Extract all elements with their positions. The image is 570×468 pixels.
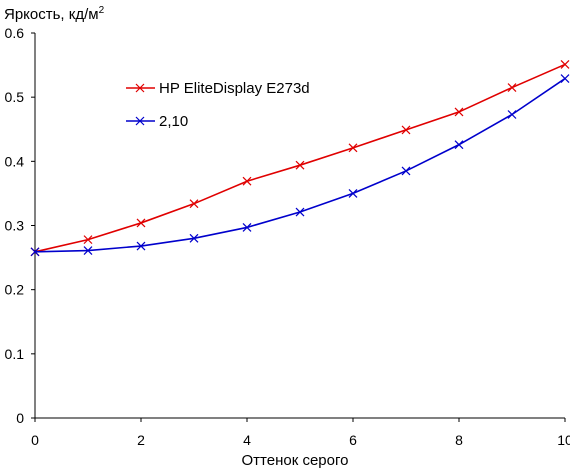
data-point [401, 125, 411, 135]
data-point [136, 218, 146, 228]
legend-marker [135, 83, 145, 93]
data-point [136, 241, 146, 251]
data-point [401, 166, 411, 176]
x-tick-label: 2 [137, 432, 145, 448]
data-point [507, 110, 517, 119]
x-tick-label: 6 [349, 432, 357, 448]
data-point [560, 74, 570, 83]
y-tick-label: 0.5 [5, 89, 25, 105]
y-axis-label: Яркость, кд/м [4, 6, 99, 23]
data-point [295, 160, 305, 170]
data-point [560, 60, 570, 69]
data-point [454, 140, 464, 150]
legend: HP EliteDisplay E273d 2,10 [126, 80, 310, 130]
y-axis-label-superscript: 2 [99, 5, 105, 16]
legend-marker [135, 116, 145, 126]
data-point [348, 188, 358, 198]
y-tick-label: 0.6 [5, 25, 25, 41]
data-point [189, 199, 199, 209]
x-axis-label: Оттенок серого [242, 452, 349, 468]
y-axis-title: Яркость, кд/м2 [4, 5, 105, 23]
legend-label: HP EliteDisplay E273d [159, 80, 310, 97]
data-point [30, 247, 40, 257]
data-point [507, 83, 517, 92]
data-point [454, 107, 464, 117]
x-tick-label: 10 [557, 432, 570, 448]
data-point [242, 176, 252, 186]
y-tick-label: 0.1 [5, 346, 25, 362]
y-tick-label: 0.3 [5, 218, 25, 234]
y-tick-label: 0.2 [5, 282, 25, 298]
axes: 0 0.1 0.2 0.3 0.4 0.5 0.6 0 2 4 6 8 10 [5, 25, 570, 448]
data-point [83, 246, 93, 255]
data-point [295, 207, 305, 217]
x-tick-label: 8 [455, 432, 463, 448]
x-tick-label: 0 [31, 432, 39, 448]
data-point [348, 143, 358, 153]
y-tick-label: 0.4 [5, 153, 25, 169]
y-tick-label: 0 [16, 410, 24, 426]
data-point [189, 233, 199, 243]
series-layer [30, 60, 570, 257]
data-point [83, 235, 93, 245]
data-point [242, 223, 252, 232]
x-tick-label: 4 [243, 432, 251, 448]
legend-label: 2,10 [159, 113, 188, 130]
